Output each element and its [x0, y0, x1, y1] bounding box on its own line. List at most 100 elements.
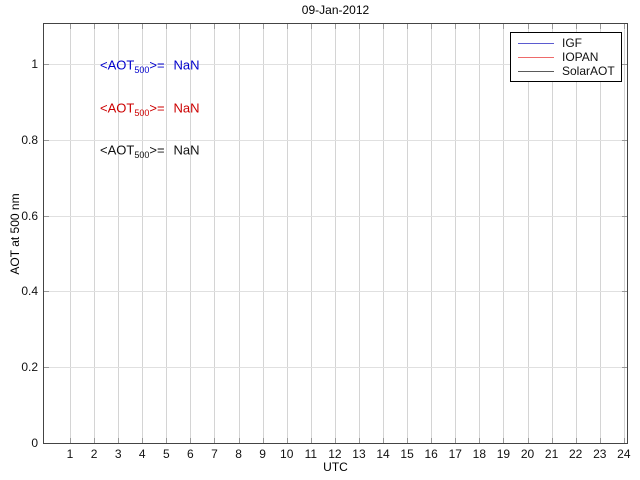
x-tick-mark-top: [358, 24, 360, 29]
gridline-vertical: [142, 24, 144, 443]
x-tick-mark-bottom: [262, 438, 264, 443]
x-tick-label: 24: [617, 447, 631, 461]
gridline-vertical: [310, 24, 312, 443]
x-tick-mark-top: [599, 24, 601, 29]
gridline-vertical: [118, 24, 120, 443]
y-tick-label: 1: [31, 57, 38, 71]
gridline-horizontal: [44, 139, 627, 141]
x-tick-label: 4: [138, 447, 146, 461]
x-tick-label: 20: [520, 447, 535, 461]
legend-entry-label: IOPAN: [562, 50, 599, 64]
annotation-suffix: >=: [149, 142, 165, 158]
y-tick-mark-right: [622, 367, 627, 369]
x-axis-label: UTC: [323, 460, 348, 474]
x-tick-mark-top: [455, 24, 457, 29]
x-tick-mark-top: [94, 24, 96, 29]
x-tick-mark-top: [575, 24, 577, 29]
y-axis-label: AOT at 500 nm: [8, 193, 22, 275]
y-tick-label: 0: [31, 436, 38, 450]
x-tick-label: 12: [328, 447, 342, 461]
x-tick-mark-bottom: [407, 438, 409, 443]
annotation-subscript: 500: [134, 150, 150, 161]
x-tick-mark-bottom: [575, 438, 577, 443]
legend-line-sample: [518, 56, 554, 58]
x-tick-mark-bottom: [623, 438, 625, 443]
x-tick-mark-bottom: [334, 438, 336, 443]
annotation-aot-mean: <AOT500>= NaN: [100, 57, 200, 76]
x-tick-mark-top: [527, 24, 529, 29]
x-tick-mark-top: [142, 24, 144, 29]
x-tick-mark-top: [334, 24, 336, 29]
gridline-vertical: [551, 24, 553, 443]
y-tick-label: 0.4: [21, 284, 38, 299]
legend-entry-label: SolarAOT: [562, 64, 615, 78]
y-tick-mark-right: [622, 215, 627, 217]
y-tick-mark-right: [622, 64, 627, 65]
x-tick-label: 8: [235, 447, 242, 461]
x-tick-mark-top: [479, 24, 481, 29]
x-tick-mark-bottom: [358, 438, 360, 443]
x-tick-mark-top: [286, 24, 288, 29]
x-tick-mark-top: [503, 24, 505, 29]
x-tick-mark-bottom: [551, 438, 553, 443]
x-tick-label: 1: [66, 447, 74, 461]
x-tick-label: 13: [352, 447, 366, 461]
x-tick-mark-top: [623, 24, 625, 29]
y-tick-mark-right: [622, 139, 627, 141]
gridline-vertical: [262, 24, 264, 443]
legend-entry-label: IGF: [562, 36, 582, 50]
annotation-suffix: >=: [149, 100, 165, 116]
x-tick-label: 3: [114, 447, 122, 461]
x-tick-mark-bottom: [383, 438, 385, 443]
x-tick-mark-bottom: [431, 438, 433, 443]
legend-line-sample: [518, 70, 554, 72]
x-tick-label: 16: [424, 447, 438, 461]
x-tick-mark-top: [118, 24, 120, 29]
gridline-vertical: [358, 24, 360, 443]
annotation-aot-mean: <AOT500>= NaN: [100, 142, 200, 161]
gridline-vertical: [479, 24, 481, 443]
annotation-subscript: 500: [134, 65, 150, 76]
x-tick-mark-top: [262, 24, 264, 29]
gridline-vertical: [455, 24, 457, 443]
legend-row[interactable]: IOPAN: [518, 50, 615, 64]
gridline-vertical: [383, 24, 385, 443]
gridline-horizontal: [44, 64, 627, 65]
x-tick-label: 11: [304, 447, 318, 461]
y-tick-mark-right: [622, 291, 627, 293]
legend-row[interactable]: SolarAOT: [518, 64, 615, 78]
y-tick-mark-left: [44, 291, 49, 293]
x-tick-label: 21: [544, 447, 559, 461]
x-tick-mark-top: [190, 24, 192, 29]
gridline-vertical: [214, 24, 216, 443]
gridline-vertical: [527, 24, 529, 443]
legend[interactable]: IGF IOPAN SolarAOT: [510, 32, 622, 82]
y-tick-label: 0.2: [21, 360, 38, 375]
x-tick-mark-top: [214, 24, 216, 29]
x-tick-label: 15: [400, 447, 414, 461]
x-tick-mark-bottom: [455, 438, 457, 443]
y-tick-mark-left: [44, 215, 49, 217]
annotation-value: NaN: [173, 100, 200, 116]
x-tick-mark-top: [166, 24, 168, 29]
x-tick-mark-bottom: [190, 438, 192, 443]
plot-area: <AOT500>= NaN <AOT500>= NaN <AOT500>= NaN IGF I…: [43, 23, 628, 444]
y-tick-label: 0.6: [21, 208, 38, 223]
y-tick-mark-left: [44, 367, 49, 369]
x-tick-mark-bottom: [503, 438, 505, 443]
gridline-vertical: [623, 24, 625, 443]
annotation-value: NaN: [173, 142, 200, 158]
x-tick-mark-bottom: [94, 438, 96, 443]
gridline-vertical: [190, 24, 192, 443]
gridline-vertical: [286, 24, 288, 443]
gridline-vertical: [407, 24, 409, 443]
x-tick-label: 9: [259, 447, 266, 461]
legend-row[interactable]: IGF: [518, 36, 615, 50]
gridline-horizontal: [44, 215, 627, 217]
x-tick-label: 23: [593, 447, 607, 461]
gridline-vertical: [503, 24, 505, 443]
annotation-suffix: >=: [149, 57, 165, 73]
x-tick-mark-bottom: [142, 438, 144, 443]
gridline-horizontal: [44, 291, 627, 293]
chart-title: 09-Jan-2012: [301, 3, 370, 17]
